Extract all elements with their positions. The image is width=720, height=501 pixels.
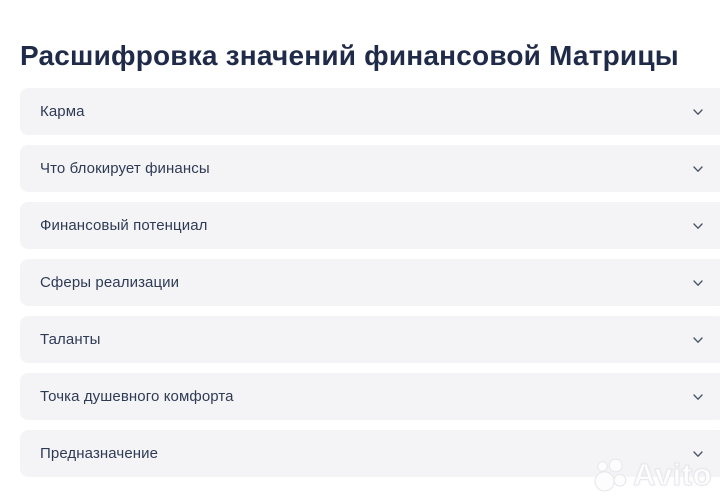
accordion-item-label: Таланты — [40, 331, 101, 348]
accordion-item-label: Финансовый потенциал — [40, 217, 208, 234]
accordion-item-label: Что блокирует финансы — [40, 160, 210, 177]
accordion-item-label: Точка душевного комфорта — [40, 388, 234, 405]
accordion-item-realization-spheres[interactable]: Сферы реализации — [20, 259, 720, 306]
accordion-item-purpose[interactable]: Предназначение — [20, 430, 720, 477]
chevron-down-icon — [692, 277, 704, 289]
chevron-down-icon — [692, 220, 704, 232]
accordion-item-label: Предназначение — [40, 445, 159, 462]
accordion-item-talents[interactable]: Таланты — [20, 316, 720, 363]
accordion-item-what-blocks-finances[interactable]: Что блокирует финансы — [20, 145, 720, 192]
accordion-item-comfort-point[interactable]: Точка душевного комфорта — [20, 373, 720, 420]
accordion-item-label: Карма — [40, 103, 85, 120]
accordion-item-financial-potential[interactable]: Финансовый потенциал — [20, 202, 720, 249]
chevron-down-icon — [692, 106, 704, 118]
chevron-down-icon — [692, 163, 704, 175]
chevron-down-icon — [692, 334, 704, 346]
chevron-down-icon — [692, 448, 704, 460]
accordion-item-label: Сферы реализации — [40, 274, 180, 291]
accordion-item-karma[interactable]: Карма — [20, 88, 720, 135]
chevron-down-icon — [692, 391, 704, 403]
accordion-list: Карма Что блокирует финансы Финансовый п… — [20, 88, 720, 487]
page-title: Расшифровка значений финансовой Матрицы — [20, 39, 679, 71]
